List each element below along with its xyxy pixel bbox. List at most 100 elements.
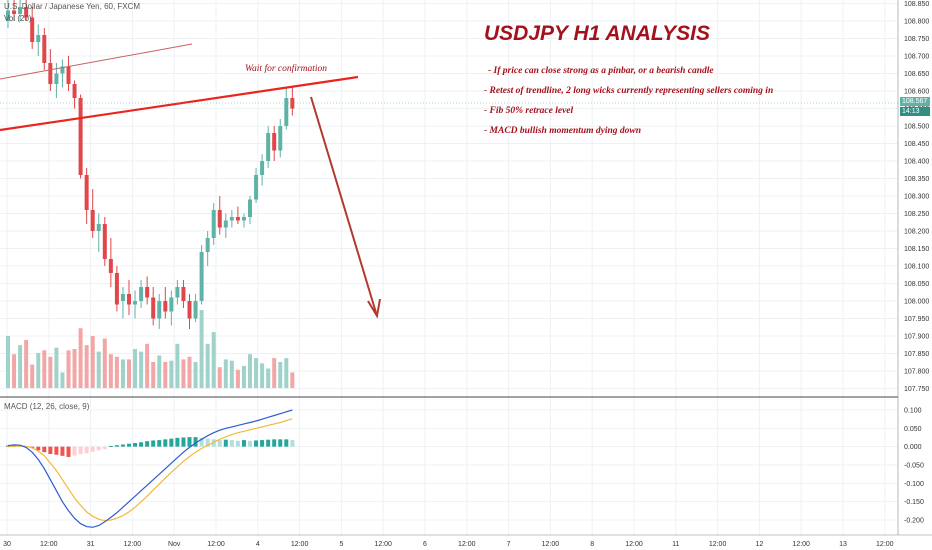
macd-hist-bar [157,440,162,447]
candle-body [217,210,222,228]
macd-hist-bar [278,439,283,447]
time-tick-label: 13 [839,541,847,548]
price-tick-label: 108.400 [904,159,929,166]
macd-hist-bar [193,437,198,447]
time-tick-label: 12:00 [709,541,727,548]
candle-body [72,84,77,98]
macd-hist-bar [187,437,192,447]
volume-bar [217,367,222,388]
candle-body [241,217,246,221]
note-2: - Retest of trendline, 2 long wicks curr… [484,86,774,96]
macd-hist-bar [175,437,180,447]
volume-bar [42,350,47,388]
time-tick-label: 12:00 [374,541,392,548]
volume-bar [157,355,162,388]
candle-body [96,224,101,231]
arrow-head [367,298,381,319]
volume-bar [139,351,144,388]
macd-hist-bar [108,445,113,447]
candle-body [36,35,41,42]
macd-hist-bar [181,437,186,447]
volume-bar [102,338,107,388]
candle-body [260,161,265,175]
upper-trendline [0,43,193,80]
candle-body [266,133,271,161]
note-4: - MACD bullish momentum dying down [484,126,642,136]
macd-tick-label: -0.150 [904,499,924,506]
wait-note: Wait for confirmation [245,64,327,74]
macd-hist-bar [223,439,228,447]
time-tick-label: 12:00 [207,541,225,548]
macd-hist-bar [248,440,252,447]
macd-hist-bar [114,445,119,447]
candle-body [54,73,59,84]
volume-label: Vol (20) [4,14,32,23]
volume-bar [211,332,216,388]
macd-hist-bar [60,446,65,456]
macd-hist-bar [241,440,246,447]
volume-bar [229,360,234,388]
macd-tick-label: 0.000 [904,444,922,451]
candle-body [139,287,144,301]
macd-hist-bar [205,438,210,447]
candle-body [24,7,29,18]
analysis-title: USDJPY H1 ANALYSIS [484,22,711,45]
candle-body [254,175,259,200]
candle-body [272,133,277,151]
macd-hist-bar [127,443,131,447]
macd-pane [6,409,295,528]
volume-bar [96,351,101,388]
macd-hist-bar [78,446,83,454]
candle-body [145,287,150,298]
macd-hist-bar [145,441,150,447]
volume-bar [30,364,35,388]
candle-body [66,66,71,84]
volume-bar [175,343,180,388]
macd-tick-label: -0.200 [904,518,924,525]
candle-body [187,301,192,319]
candle-body [223,220,228,228]
volume-bar [187,356,192,388]
volume-bar [151,362,156,388]
volume-bar [266,368,271,388]
time-tick-label: 6 [423,541,427,548]
time-tick-label: 12:00 [124,541,142,548]
macd-hist-bar [254,440,259,447]
macd-hist-bar [199,437,204,447]
candle-body [120,294,125,301]
macd-hist-bar [139,442,144,447]
macd-hist-bar [217,440,222,447]
volume-bar [235,369,240,388]
candle-body [48,63,53,84]
note-1: - If price can close strong as a pinbar,… [488,66,714,76]
volume-bar [60,372,65,388]
macd-hist-bar [90,446,95,452]
macd-hist-bar [163,439,168,447]
macd-hist-bar [266,439,271,447]
time-tick-label: 12:00 [40,541,58,548]
volume-bar [254,358,259,388]
volume-bar [114,356,119,388]
current-price-badge: 108.567 [900,97,930,106]
volume-bar [169,360,174,388]
candle-body [199,252,204,301]
volume-bar [78,328,83,388]
macd-hist-bar [235,440,240,447]
macd-tick-label: 0.050 [904,426,922,433]
volume-bar [199,310,204,388]
price-tick-label: 108.500 [904,124,929,131]
volume-bar [248,354,252,388]
macd-hist-bar [36,446,41,451]
countdown-badge: 14:13 [900,107,930,116]
time-tick-label: 12:00 [625,541,643,548]
candle-body [60,66,65,74]
candle-body [181,287,186,301]
volume-bars [6,310,295,388]
price-axis: 108.850 108.800 108.750 108.700 108.650 108.6… [904,1,929,525]
volume-bar [145,343,150,388]
candle-body [84,175,89,210]
candle-body [12,10,17,14]
volume-bar [90,336,95,388]
volume-bar [241,365,246,388]
